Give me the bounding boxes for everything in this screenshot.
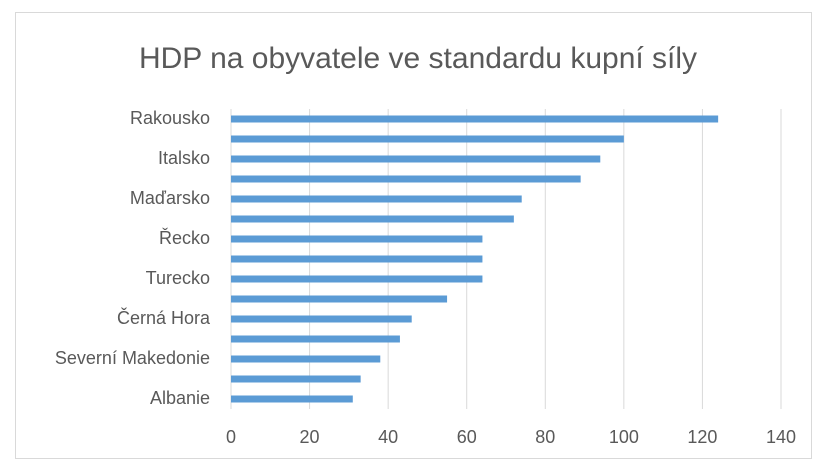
x-tick-label: 120 [687, 427, 717, 447]
bar [231, 275, 483, 283]
x-tick-label: 140 [766, 427, 796, 447]
x-tick-label: 0 [226, 427, 236, 447]
y-tick-label: Albanie [150, 388, 210, 408]
bar [231, 355, 381, 363]
y-tick-label: Řecko [159, 228, 210, 248]
x-tick-label: 100 [609, 427, 639, 447]
bar [231, 295, 448, 303]
bar [231, 215, 514, 223]
y-tick-label: Maďarsko [130, 188, 210, 208]
bar [231, 335, 400, 343]
x-tick-label: 20 [300, 427, 320, 447]
y-tick-label: Rakousko [130, 108, 210, 128]
y-tick-label: Turecko [146, 268, 210, 288]
y-tick-label: Severní Makedonie [55, 348, 210, 368]
bar [231, 375, 361, 383]
chart-title: HDP na obyvatele ve standardu kupní síly [139, 42, 697, 75]
y-tick-label: Italsko [158, 148, 210, 168]
bar [231, 115, 719, 123]
bar [231, 255, 483, 263]
x-tick-label: 80 [535, 427, 555, 447]
x-tick-label: 60 [457, 427, 477, 447]
bar [231, 235, 483, 243]
bar [231, 315, 412, 323]
bar [231, 135, 624, 143]
x-tick-label: 40 [378, 427, 398, 447]
bar [231, 155, 601, 163]
y-tick-label: Černá Hora [117, 307, 211, 328]
bar [231, 195, 522, 203]
bar [231, 175, 581, 183]
bar [231, 395, 353, 403]
